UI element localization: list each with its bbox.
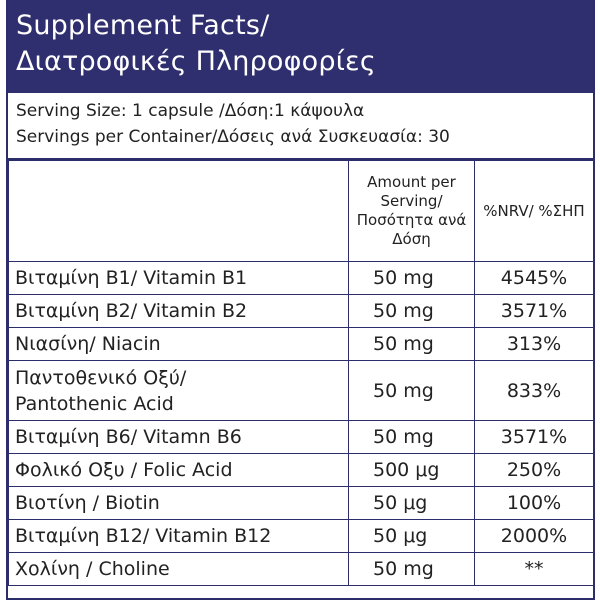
nutrient-amount: 50 mg (348, 294, 475, 328)
nutrient-name: Βιοτίνη / Biotin (8, 486, 349, 520)
nutrient-nrv: 100% (474, 486, 594, 520)
title-greek: Διατροφικές Πληροφορίες (16, 46, 376, 77)
nutrient-name: Φολικό Οξυ / Folic Acid (8, 453, 349, 487)
nutrient-name: Παντοθενικό Οξύ/ Pantothenic Acid (8, 360, 349, 421)
header-amount: Amount per Serving/ Ποσότητα ανά Δόση (348, 160, 475, 262)
nutrient-nrv: 3571% (474, 294, 594, 328)
table-row: Χολίνη / Choline 50 mg ** (8, 552, 594, 586)
header-nutrient (8, 160, 349, 262)
nutrient-amount: 50 μg (348, 486, 475, 520)
table-row: Βιταμίνη Β6/ Vitamn B6 50 mg 3571% (8, 420, 594, 454)
nutrient-amount: 50 mg (348, 327, 475, 361)
nutrient-name: Χολίνη / Choline (8, 552, 349, 586)
nutrient-nrv: ** (474, 552, 594, 586)
servings-per-container: Servings per Container/Δόσεις ανά Συσκευ… (16, 127, 450, 147)
table-row: Παντοθενικό Οξύ/ Pantothenic Acid 50 mg … (8, 360, 594, 421)
table-header-row: Amount per Serving/ Ποσότητα ανά Δόση %N… (8, 160, 594, 262)
nutrient-nrv: 3571% (474, 420, 594, 454)
nutrient-table: Amount per Serving/ Ποσότητα ανά Δόση %N… (8, 160, 594, 586)
serving-info: Serving Size: 1 capsule /Δόση:1 κάψουλα … (8, 93, 593, 160)
nutrient-name: Βιταμίνη Β1/ Vitamin B1 (8, 261, 349, 295)
nutrient-name: Βιταμίνη Β6/ Vitamn B6 (8, 420, 349, 454)
nutrient-amount: 50 mg (348, 552, 475, 586)
title-banner: Supplement Facts/ Διατροφικές Πληροφορίε… (8, 0, 593, 93)
header-nrv: %NRV/ %ΣΗΠ (474, 160, 594, 262)
nutrient-amount: 50 mg (348, 420, 475, 454)
serving-size: Serving Size: 1 capsule /Δόση:1 κάψουλα (16, 101, 365, 121)
nutrient-nrv: 4545% (474, 261, 594, 295)
nutrient-name-line-1: Παντοθενικό Οξύ/ (15, 366, 187, 389)
nutrient-nrv: 250% (474, 453, 594, 487)
nutrient-nrv: 2000% (474, 519, 594, 553)
nutrient-name: Νιασίνη/ Niacin (8, 327, 349, 361)
table-row: Βιταμίνη Β1/ Vitamin B1 50 mg 4545% (8, 261, 594, 295)
table-row: Νιασίνη/ Niacin 50 mg 313% (8, 327, 594, 361)
nutrient-name-line-2: Pantothenic Acid (15, 392, 174, 415)
table-row: Βιταμίνη Β12/ Vitamin B12 50 μg 2000% (8, 519, 594, 553)
nutrient-name: Βιταμίνη Β2/ Vitamin B2 (8, 294, 349, 328)
supplement-facts-label: Supplement Facts/ Διατροφικές Πληροφορίε… (6, 0, 595, 600)
nutrient-amount: 50 mg (348, 261, 475, 295)
nutrient-amount: 500 μg (348, 453, 475, 487)
table-row: Βιοτίνη / Biotin 50 μg 100% (8, 486, 594, 520)
nutrient-amount: 50 mg (348, 360, 475, 421)
nutrient-nrv: 833% (474, 360, 594, 421)
table-row: Βιταμίνη Β2/ Vitamin B2 50 mg 3571% (8, 294, 594, 328)
title-english: Supplement Facts/ (16, 10, 270, 41)
nutrient-amount: 50 μg (348, 519, 475, 553)
table-row: Φολικό Οξυ / Folic Acid 500 μg 250% (8, 453, 594, 487)
nutrient-nrv: 313% (474, 327, 594, 361)
nutrient-name: Βιταμίνη Β12/ Vitamin B12 (8, 519, 349, 553)
